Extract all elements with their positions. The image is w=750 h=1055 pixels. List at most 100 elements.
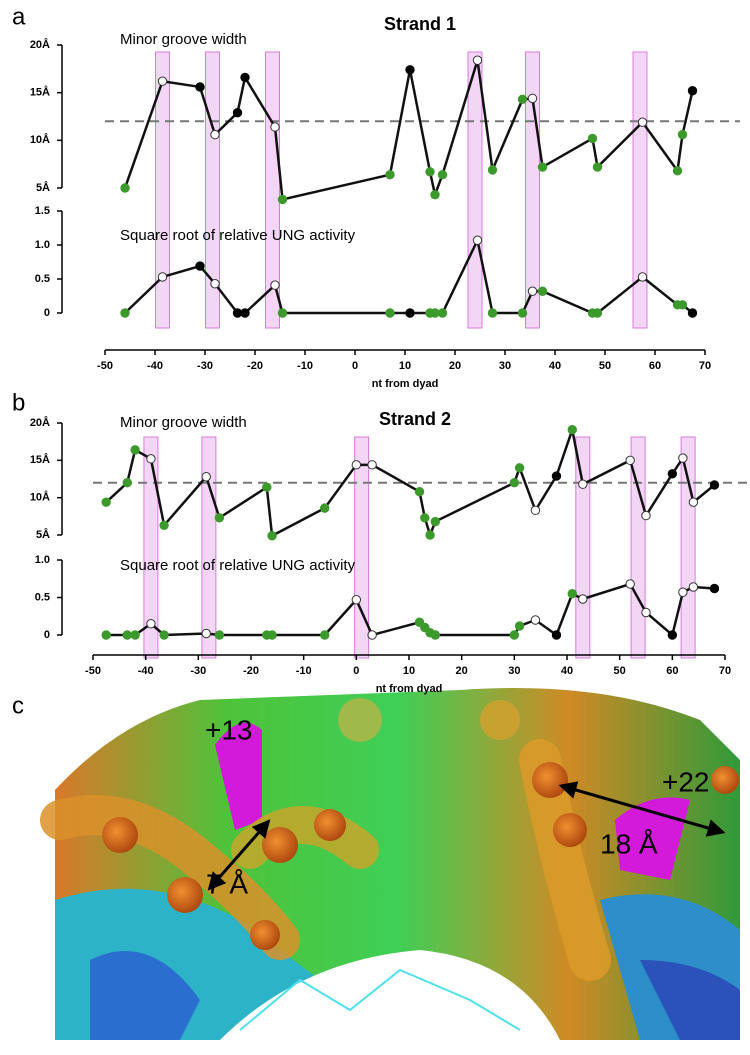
data-point — [157, 272, 168, 282]
data-point — [527, 286, 538, 296]
data-point — [641, 607, 651, 618]
data-point — [551, 471, 562, 481]
panel-subtitle: Minor groove width — [120, 414, 247, 431]
data-point — [430, 630, 441, 640]
x-tick-label: -20 — [247, 360, 263, 372]
data-point — [270, 280, 280, 290]
x-tick-label: 50 — [599, 360, 611, 372]
data-point — [262, 482, 272, 492]
data-point — [514, 621, 525, 631]
x-tick-label: 60 — [666, 665, 678, 677]
y-tick-label: 20Å — [30, 38, 50, 51]
panel-label: a — [12, 3, 26, 30]
data-point — [146, 454, 156, 464]
data-point — [578, 479, 588, 489]
data-point — [537, 162, 548, 172]
x-tick-label: 60 — [649, 360, 661, 372]
y-tick-label: 0.5 — [35, 591, 50, 603]
data-point — [472, 55, 483, 65]
y-tick-label: 5Å — [36, 181, 50, 194]
data-point — [487, 308, 498, 318]
y-tick-label: 0 — [44, 307, 50, 319]
highlight-band — [467, 51, 483, 329]
data-point — [195, 261, 205, 271]
data-point — [405, 308, 415, 318]
data-point — [517, 308, 528, 318]
data-point — [625, 579, 635, 589]
x-tick-label: 10 — [399, 360, 411, 372]
data-point — [351, 460, 362, 470]
data-point — [687, 308, 698, 318]
data-point — [214, 513, 225, 523]
data-point — [637, 117, 648, 127]
x-tick-label: 70 — [719, 665, 731, 677]
data-point — [592, 308, 603, 318]
data-point — [567, 425, 577, 435]
highlight-band — [632, 51, 648, 329]
data-point — [487, 165, 498, 175]
x-tick-label: 40 — [549, 360, 561, 372]
y-tick-label: 5Å — [36, 528, 50, 541]
data-point — [677, 300, 688, 310]
highlight-band — [680, 436, 696, 659]
x-tick-label: 0 — [352, 360, 358, 372]
data-point — [437, 308, 448, 318]
x-tick-label: 0 — [353, 665, 359, 677]
data-point — [267, 531, 277, 541]
data-point — [667, 469, 678, 479]
x-tick-label: 10 — [403, 665, 415, 677]
data-line — [123, 59, 694, 201]
highlight-band — [143, 436, 159, 659]
data-point — [130, 445, 140, 455]
structure-image — [40, 688, 740, 1040]
data-point — [101, 630, 111, 640]
data-point — [120, 183, 130, 193]
data-point — [267, 630, 277, 640]
data-point — [637, 272, 648, 282]
data-point — [240, 72, 250, 83]
highlight-band — [201, 436, 217, 659]
data-point — [159, 520, 169, 530]
data-point — [567, 589, 577, 599]
x-tick-label: -30 — [197, 360, 213, 372]
x-tick-label: 20 — [449, 360, 461, 372]
data-point — [678, 453, 688, 463]
data-point — [120, 308, 130, 318]
data-point — [367, 460, 377, 470]
chart-title: Strand 2 — [379, 409, 451, 429]
data-point — [195, 82, 205, 92]
panel-label: b — [12, 389, 25, 416]
data-point — [678, 587, 688, 597]
data-point — [367, 630, 377, 640]
data-point — [709, 583, 720, 594]
highlight-band — [575, 436, 591, 659]
y-tick-label: 1.0 — [35, 239, 50, 251]
data-point — [320, 630, 330, 640]
residue-label: +13 — [205, 714, 253, 745]
data-point — [101, 497, 111, 507]
x-tick-label: 40 — [561, 665, 573, 677]
x-tick-label: 30 — [508, 665, 520, 677]
data-point — [425, 530, 435, 540]
data-point — [351, 595, 362, 605]
data-line — [106, 582, 715, 638]
data-point — [551, 630, 562, 640]
data-point — [527, 93, 538, 104]
data-point — [530, 615, 541, 625]
data-point — [530, 505, 541, 516]
y-tick-label: 15Å — [30, 86, 50, 99]
x-tick-label: 20 — [456, 665, 468, 677]
panel-subtitle: Square root of relative UNG activity — [120, 557, 356, 574]
data-point — [277, 308, 288, 318]
data-point — [688, 582, 699, 592]
data-point — [146, 619, 156, 629]
y-tick-label: 1.5 — [35, 205, 50, 217]
data-point — [320, 503, 330, 513]
data-point — [587, 133, 598, 144]
x-axis-label: nt from dyad — [372, 378, 439, 390]
panel-subtitle: Square root of relative UNG activity — [120, 227, 356, 244]
data-point — [514, 463, 525, 473]
data-point — [709, 480, 720, 490]
data-point — [437, 169, 448, 180]
